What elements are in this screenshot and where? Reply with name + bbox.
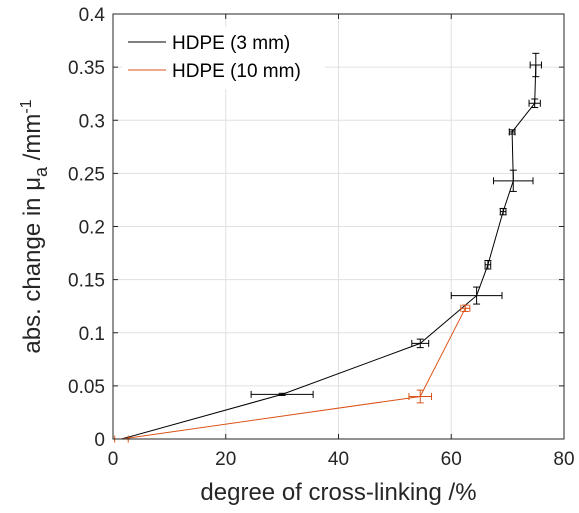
axis-ticks: 0 20 40 60 80 0 0.05 0.1 0.15 0.2 0.25 0.3 0.35 0.4 — [68, 5, 575, 470]
legend: HDPE (3 mm) HDPE (10 mm) — [122, 27, 325, 89]
data-point-0-6 — [493, 169, 534, 192]
y-tick-label: 0.35 — [68, 58, 105, 79]
data-point-0-1 — [250, 390, 314, 398]
y-tick-label: 0.05 — [68, 377, 105, 398]
y-tick-label: 0 — [94, 430, 105, 451]
y-axis-label: abs. change in μa /mm-1 — [18, 99, 51, 353]
grid-lines — [113, 14, 564, 439]
y-tick-label: 0.3 — [79, 111, 105, 132]
x-tick-label: 20 — [215, 449, 236, 470]
data-point-0-2 — [411, 338, 430, 349]
y-tick-label: 0.15 — [68, 271, 105, 292]
data-point-0-8 — [528, 98, 541, 108]
x-tick-label: 80 — [553, 449, 574, 470]
legend-box — [122, 27, 325, 89]
data-point-0-3 — [450, 286, 503, 305]
y-tick-label: 0.2 — [79, 218, 105, 239]
data-point-1-1 — [408, 389, 433, 404]
x-tick-label: 60 — [441, 449, 462, 470]
data-point-0-5 — [499, 207, 507, 216]
y-tick-label: 0.4 — [79, 5, 106, 26]
y-tick-label: 0.1 — [79, 324, 105, 345]
data-point-0-4 — [484, 260, 492, 270]
x-tick-label: 0 — [108, 449, 119, 470]
y-axis-label-superscript: -1 — [18, 99, 35, 113]
y-tick-label: 0.25 — [68, 164, 105, 185]
series-line-0 — [121, 64, 537, 440]
x-axis-label: degree of cross-linking /% — [200, 479, 476, 506]
data-point-0-9 — [529, 52, 542, 78]
data-point-1-2 — [460, 304, 471, 312]
x-tick-label: 40 — [328, 449, 349, 470]
data-point-0-7 — [508, 128, 516, 136]
y-axis-label-subscript: a — [31, 166, 51, 177]
y-axis-label-main: abs. change in μ — [19, 177, 46, 354]
legend-label-hdpe-3mm: HDPE (3 mm) — [172, 33, 290, 54]
legend-label-hdpe-10mm: HDPE (10 mm) — [172, 61, 301, 82]
y-axis-label-unit: /mm — [19, 114, 46, 167]
